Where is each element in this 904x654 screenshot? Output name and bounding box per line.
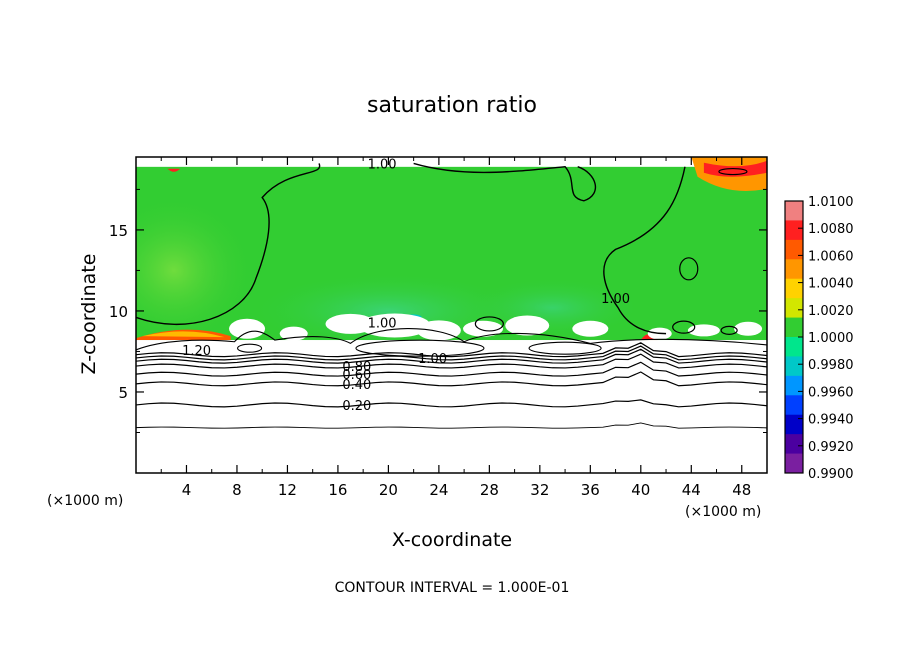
colorbar-segment bbox=[785, 239, 803, 260]
contour-label: 0.60 bbox=[342, 368, 371, 383]
plot-field: 1.00 1.00 1.00 1.00 1.20 0.800.600.40 0.20 bbox=[136, 157, 767, 473]
contour-line bbox=[720, 325, 738, 335]
x-tick-label: 8 bbox=[232, 481, 242, 499]
x-tick-label: 4 bbox=[182, 481, 192, 499]
colorbar-tick-label: 1.0000 bbox=[808, 331, 854, 346]
contour-interval-note: CONTOUR INTERVAL = 1.000E-01 bbox=[335, 580, 570, 596]
field-high-region bbox=[142, 331, 225, 338]
contour-label: 1.00 bbox=[368, 316, 397, 331]
x-tick-label: 36 bbox=[581, 481, 600, 499]
top-strip bbox=[136, 157, 767, 167]
x-tick-label: 48 bbox=[732, 481, 751, 499]
colorbar-segment bbox=[785, 201, 803, 221]
contour-line bbox=[136, 348, 767, 364]
cloud-lump bbox=[734, 321, 763, 336]
colorbar-segment bbox=[785, 337, 803, 357]
contour-line bbox=[136, 361, 767, 377]
colorbar-segment bbox=[785, 259, 803, 280]
colorbar-tick-label: 1.0040 bbox=[808, 277, 854, 292]
contour-line bbox=[528, 341, 602, 355]
contour-line bbox=[136, 371, 767, 387]
contour-label: 1.00 bbox=[601, 292, 630, 307]
x-unit-label-left: (×1000 m) bbox=[47, 493, 123, 509]
contour-line bbox=[237, 343, 263, 353]
x-tick-label: 44 bbox=[682, 481, 701, 499]
colorbar-tick-label: 0.9900 bbox=[808, 467, 854, 482]
contour-line bbox=[136, 353, 767, 369]
colorbar-segment bbox=[785, 220, 803, 241]
x-tick-label: 28 bbox=[480, 481, 499, 499]
contour-label: 1.20 bbox=[182, 344, 211, 359]
x-tick-label: 16 bbox=[328, 481, 347, 499]
x-tick-label: 32 bbox=[530, 481, 549, 499]
colorbar-segment bbox=[785, 278, 803, 299]
contour-label: 1.00 bbox=[368, 157, 397, 172]
contour-label: 0.20 bbox=[342, 399, 371, 414]
x-tick-label: 20 bbox=[379, 481, 398, 499]
plot-area: 1.001.001.001.001.200.800.600.400.204 8 12… bbox=[109, 156, 768, 499]
colorbar-tick-label: 0.9920 bbox=[808, 440, 854, 455]
contour-line bbox=[136, 345, 767, 361]
colorbar-tick-label: 1.0020 bbox=[808, 304, 854, 319]
contour-line bbox=[474, 316, 504, 332]
chart-title: saturation ratio bbox=[367, 93, 537, 118]
cloud-lump bbox=[572, 320, 609, 337]
contour-line bbox=[136, 422, 767, 429]
y-tick-label: 5 bbox=[118, 384, 128, 402]
field-shading bbox=[136, 195, 254, 346]
contour-line bbox=[718, 167, 748, 176]
contour-label: 1.00 bbox=[418, 352, 447, 367]
cloud-lump bbox=[416, 320, 461, 341]
colorbar-tick-label: 0.9960 bbox=[808, 385, 854, 400]
colorbar-tick-label: 0.9980 bbox=[808, 358, 854, 373]
x-tick-label: 12 bbox=[278, 481, 297, 499]
cloud-lump bbox=[505, 315, 550, 336]
y-tick-label: 15 bbox=[109, 222, 128, 240]
colorbar: 1.0100 1.0080 1.0060 1.0040 1.0020 1.0000 0.99… bbox=[784, 195, 854, 482]
contour-line bbox=[136, 162, 686, 335]
colorbar-tick-label: 1.0100 bbox=[808, 195, 854, 210]
x-unit-label-right: (×1000 m) bbox=[685, 504, 761, 520]
contour-line bbox=[136, 399, 767, 408]
colorbar-segment bbox=[785, 298, 803, 319]
colorbar-segment bbox=[785, 317, 803, 338]
x-tick-label: 40 bbox=[631, 481, 650, 499]
contour-label: 0.80 bbox=[342, 360, 371, 375]
contour-line bbox=[355, 339, 485, 357]
colorbar-tick-label: 1.0060 bbox=[808, 249, 854, 264]
contour-line bbox=[136, 328, 767, 351]
y-tick-label: 10 bbox=[109, 303, 128, 321]
cloud-lump bbox=[463, 320, 504, 337]
colorbar-tick-label: 1.0080 bbox=[808, 222, 854, 237]
y-axis-label: Z-coordinate bbox=[78, 254, 100, 375]
colorbar-segment bbox=[785, 453, 803, 474]
cloud-lump bbox=[687, 324, 720, 337]
x-axis-label: X-coordinate bbox=[392, 529, 512, 551]
contour-line bbox=[679, 257, 699, 281]
colorbar-segment bbox=[785, 375, 803, 396]
x-tick-label: 24 bbox=[429, 481, 448, 499]
field-high-region bbox=[167, 168, 181, 172]
colorbar-segment bbox=[785, 395, 803, 416]
contour-label: 0.40 bbox=[342, 378, 371, 393]
colorbar-segment bbox=[785, 414, 803, 435]
colorbar-tick-label: 0.9940 bbox=[808, 413, 854, 428]
contour-line bbox=[672, 320, 696, 334]
plot-frame bbox=[135, 156, 768, 474]
colorbar-segment bbox=[785, 434, 803, 455]
contour-line bbox=[136, 342, 767, 358]
colorbar-segment bbox=[785, 356, 803, 377]
cloud-lump bbox=[229, 318, 266, 339]
